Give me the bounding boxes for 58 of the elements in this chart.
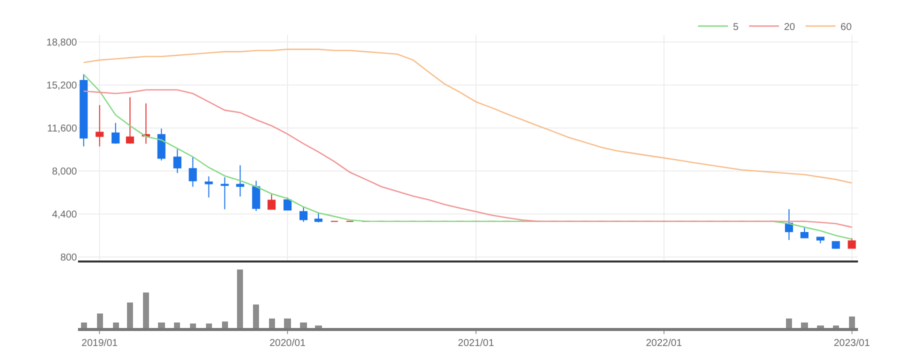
x-tick-label: 2020/01 (269, 338, 306, 349)
legend-label: 5 (733, 22, 739, 33)
candlestick (800, 226, 808, 239)
legend-label: 20 (784, 22, 796, 33)
bar (253, 304, 259, 328)
bar (127, 302, 133, 328)
bar (817, 325, 824, 328)
bar (237, 269, 243, 328)
bar (206, 323, 212, 328)
bar (222, 321, 228, 328)
bar (143, 292, 149, 328)
y-tick-label: 15,200 (46, 80, 78, 92)
x-tick-label: 2021/01 (458, 338, 494, 349)
candlestick (96, 104, 104, 147)
bar (97, 313, 103, 328)
candlestick (236, 164, 244, 198)
bar (801, 322, 808, 328)
line-series (83, 48, 852, 184)
bar (300, 322, 307, 328)
bar (284, 318, 291, 328)
y-tick-label: 800 (60, 252, 78, 264)
candlestick (268, 194, 276, 210)
candlestick (816, 236, 824, 244)
candlestick (784, 208, 794, 240)
candlestick (157, 128, 166, 161)
candlestick (252, 180, 260, 212)
candlestick (80, 74, 88, 147)
x-tick-label: 2023/01 (834, 338, 870, 349)
candlestick (284, 196, 292, 211)
candlestick (299, 206, 308, 222)
bar (849, 316, 855, 328)
y-tick-label: 18,800 (46, 38, 78, 49)
bar (81, 322, 87, 328)
candlestick (112, 122, 120, 144)
candlestick (832, 241, 840, 250)
line-series (83, 89, 852, 228)
bar (174, 322, 180, 328)
y-tick-label: 8,000 (52, 166, 78, 178)
bar (269, 318, 275, 328)
bar (786, 318, 792, 328)
bar (190, 323, 196, 328)
bar (158, 322, 165, 328)
candlestick (848, 238, 856, 249)
bar (833, 325, 839, 328)
candlestick (220, 176, 229, 210)
x-tick-label: 2022/01 (646, 338, 682, 349)
bar (113, 322, 119, 328)
y-tick-label: 4,400 (52, 210, 78, 221)
candlestick (142, 102, 150, 144)
bar (315, 325, 322, 328)
candlestick (173, 148, 182, 174)
y-tick-label: 11,600 (47, 124, 78, 135)
x-tick-label: 2019/01 (82, 338, 118, 349)
candlestick (204, 176, 213, 198)
candlestick (126, 96, 134, 144)
candlestick (188, 156, 197, 188)
candlestick (314, 212, 322, 223)
legend-label: 60 (840, 22, 852, 33)
